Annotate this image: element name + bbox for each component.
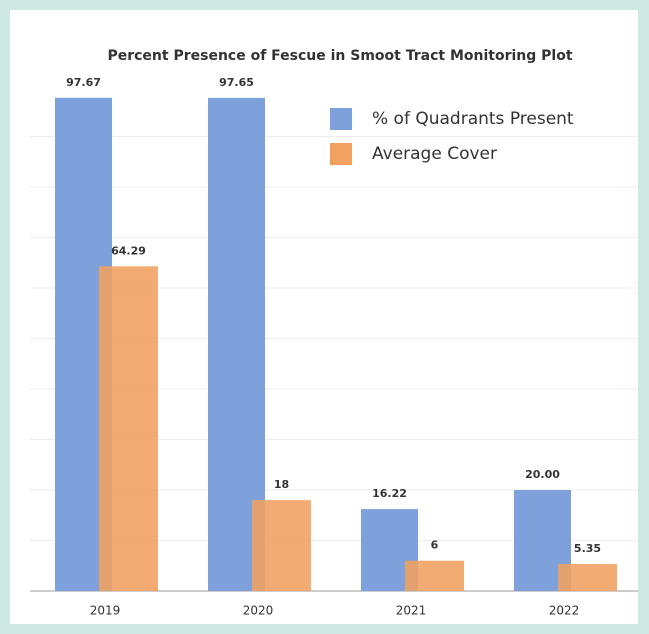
x-tick-label: 2022 (549, 604, 580, 618)
data-label: 18 (274, 478, 289, 491)
legend-label: Average Cover (372, 144, 497, 164)
data-label: 64.29 (111, 244, 146, 257)
legend-swatch (330, 143, 352, 165)
bar (99, 266, 158, 591)
data-label: 97.65 (219, 76, 254, 89)
bar (252, 500, 311, 591)
x-tick-label: 2019 (90, 604, 121, 618)
data-label: 5.35 (574, 542, 601, 555)
legend-swatch (330, 108, 352, 130)
data-label: 97.67 (66, 76, 101, 89)
legend-label: % of Quadrants Present (372, 109, 574, 129)
data-label: 6 (431, 539, 439, 552)
data-label: 20.00 (525, 468, 560, 481)
bar (558, 563, 617, 591)
bar (405, 560, 464, 591)
x-tick-label: 2021 (396, 604, 427, 618)
data-label: 16.22 (372, 487, 407, 500)
x-tick-label: 2020 (243, 604, 274, 618)
chart-title: Percent Presence of Fescue in Smoot Trac… (107, 48, 572, 64)
